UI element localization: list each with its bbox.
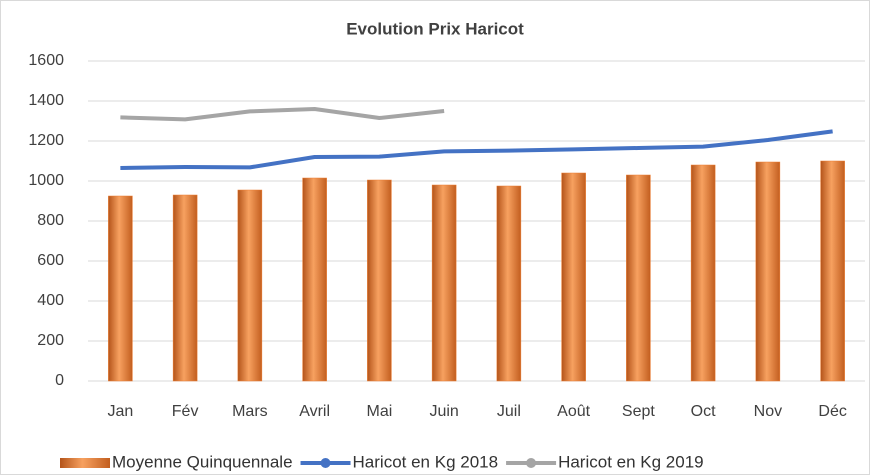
bar bbox=[367, 179, 392, 382]
y-tick-label: 200 bbox=[37, 332, 64, 349]
bar bbox=[108, 195, 133, 382]
legend-label: Moyenne Quinquennale bbox=[112, 452, 293, 471]
legend-label: Haricot en Kg 2019 bbox=[558, 452, 704, 471]
x-tick-label: Avril bbox=[299, 403, 330, 420]
x-tick-label: Oct bbox=[691, 403, 716, 420]
legend-marker bbox=[526, 458, 537, 468]
x-tick-label: Mars bbox=[232, 403, 268, 420]
bar bbox=[237, 189, 263, 382]
legend-label: Haricot en Kg 2018 bbox=[353, 452, 499, 471]
y-tick-label: 400 bbox=[37, 292, 64, 309]
bar bbox=[172, 194, 198, 382]
legend-swatch bbox=[60, 458, 110, 468]
x-tick-label: Juin bbox=[429, 403, 458, 420]
x-tick-label: Mai bbox=[366, 403, 392, 420]
bar bbox=[626, 174, 651, 382]
bar bbox=[302, 177, 327, 382]
x-tick-label: Août bbox=[557, 403, 590, 420]
bar bbox=[561, 172, 586, 382]
y-tick-label: 1400 bbox=[28, 92, 64, 109]
line-series bbox=[120, 129, 833, 170]
y-tick-label: 1600 bbox=[28, 52, 64, 69]
y-tick-label: 1000 bbox=[28, 172, 64, 189]
x-tick-label: Jan bbox=[107, 403, 133, 420]
x-tick-label: Déc bbox=[818, 403, 846, 420]
bar bbox=[820, 160, 845, 382]
legend-marker bbox=[320, 458, 331, 468]
y-tick-label: 1200 bbox=[28, 132, 64, 149]
y-tick-label: 0 bbox=[55, 372, 64, 389]
bar bbox=[431, 184, 457, 382]
x-tick-label: Nov bbox=[754, 403, 782, 420]
y-tick-label: 600 bbox=[37, 252, 64, 269]
bar bbox=[496, 185, 522, 382]
x-tick-label: Fév bbox=[172, 403, 199, 420]
line-series bbox=[120, 107, 445, 122]
x-tick-label: Juil bbox=[497, 403, 521, 420]
chart-title: Evolution Prix Haricot bbox=[346, 19, 524, 38]
bar bbox=[690, 164, 716, 382]
y-tick-label: 800 bbox=[37, 212, 64, 229]
x-tick-label: Sept bbox=[622, 403, 655, 420]
bar bbox=[755, 161, 781, 382]
